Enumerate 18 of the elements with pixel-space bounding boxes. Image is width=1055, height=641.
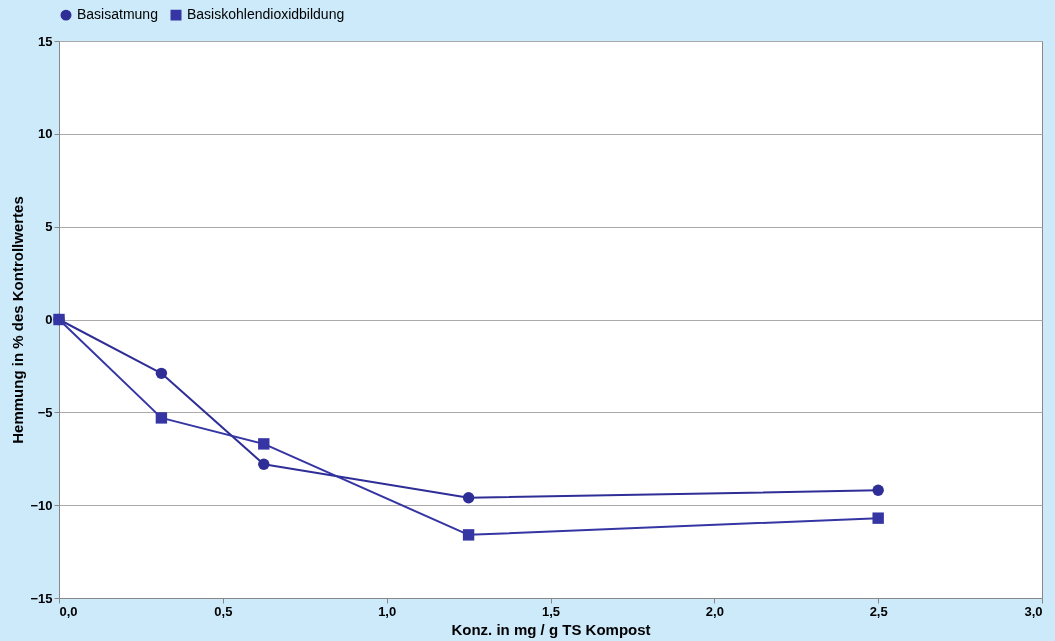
x-tick-label: 1,5 bbox=[541, 603, 561, 619]
x-tick-label: 2,0 bbox=[705, 603, 724, 619]
x-tick-label: 2,5 bbox=[869, 603, 888, 619]
legend-label: Basiskohlendioxidbildung bbox=[187, 6, 345, 23]
y-tick-label: 5 bbox=[45, 219, 53, 235]
y-tick-label: 0 bbox=[45, 312, 53, 327]
y-axis-title: Hemmung in % des Kontrollwertes bbox=[9, 196, 27, 444]
x-tick-label: 1,0 bbox=[378, 603, 397, 619]
x-axis-title: Konz. in mg / g TS Kompost bbox=[451, 620, 651, 638]
y-tick-label: −5 bbox=[37, 404, 53, 420]
x-tick-label: 0,5 bbox=[214, 603, 233, 619]
x-tick-label: 0,0 bbox=[59, 603, 78, 619]
y-tick-label: −15 bbox=[30, 590, 53, 606]
legend-label: Basisatmung bbox=[77, 6, 158, 23]
x-tick-label: 3,0 bbox=[1024, 603, 1043, 619]
y-tick-label: 10 bbox=[38, 126, 53, 142]
y-tick-label: 15 bbox=[38, 33, 53, 49]
y-tick-label: −10 bbox=[30, 497, 53, 513]
